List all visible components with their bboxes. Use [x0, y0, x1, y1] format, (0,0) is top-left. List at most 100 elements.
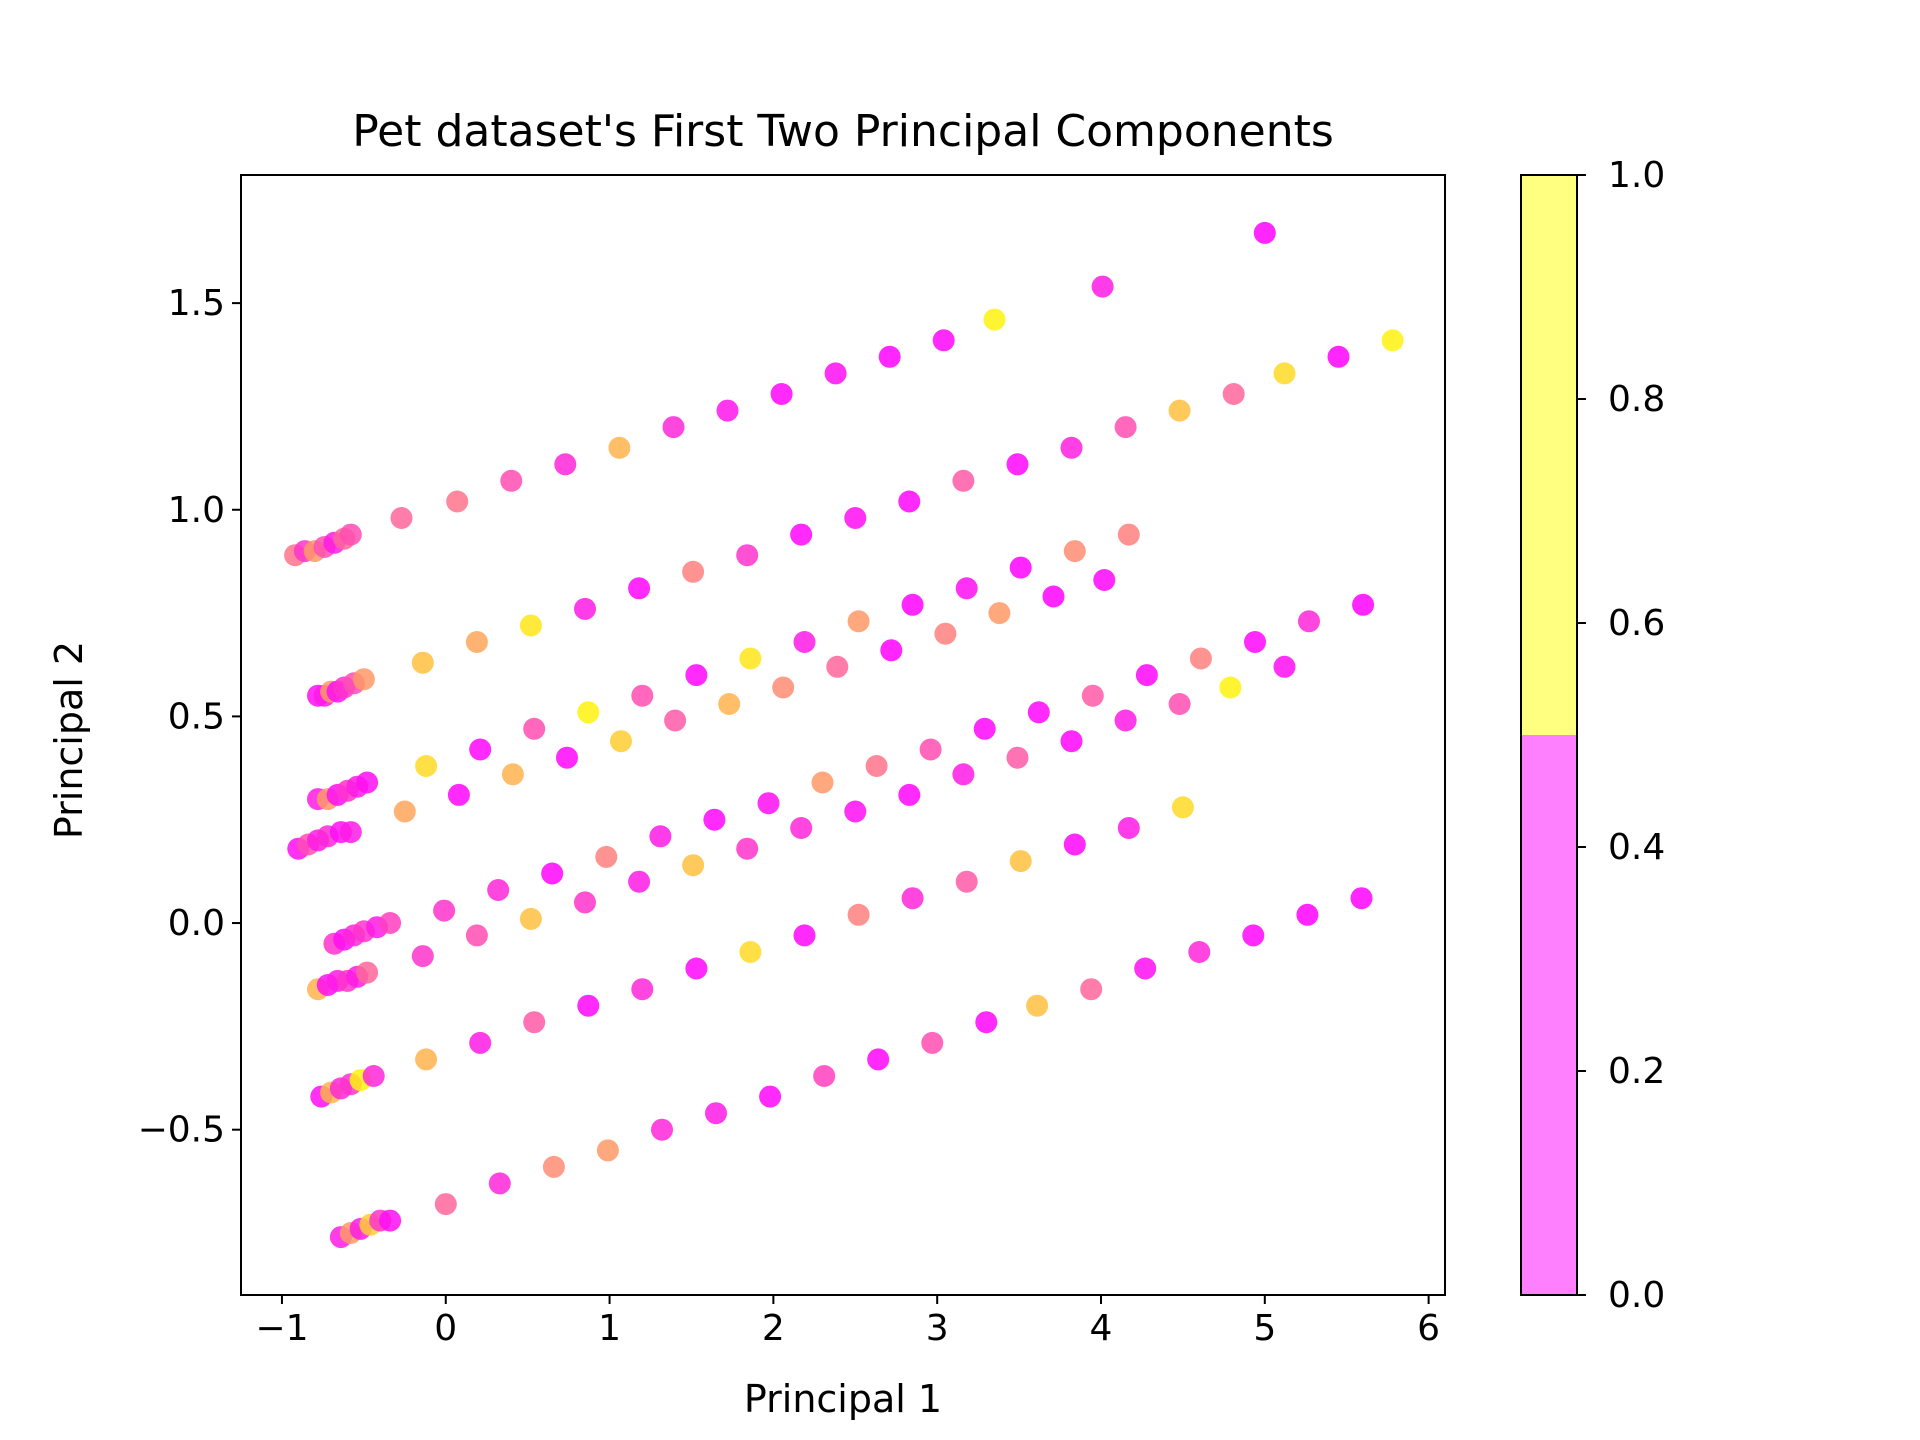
x-tick-label: 1 — [598, 1308, 621, 1349]
scatter-point — [556, 746, 578, 769]
scatter-point — [608, 436, 631, 459]
scatter-point — [983, 308, 1006, 331]
scatter-point — [901, 887, 924, 910]
scatter-point — [628, 577, 651, 600]
scatter-point — [1009, 556, 1032, 579]
scatter-point — [703, 808, 726, 831]
scatter-point — [541, 862, 564, 885]
scatter-point — [1080, 978, 1103, 1001]
scatter-point — [844, 800, 867, 823]
scatter-point — [465, 924, 488, 947]
scatter-point — [716, 399, 739, 422]
scatter-point — [847, 610, 870, 633]
scatter-point — [988, 602, 1011, 625]
scatter-point — [1171, 796, 1194, 819]
scatter-point — [1063, 833, 1086, 856]
x-tick-label: 0 — [434, 1308, 457, 1349]
scatter-point — [1093, 569, 1116, 591]
scatter-point — [446, 490, 469, 513]
scatter-point — [415, 755, 438, 777]
scatter-point — [487, 879, 510, 901]
x-axis-ticks: −1 0 1 2 3 4 5 6 — [255, 1295, 1440, 1349]
y-axis-ticks: −0.5 0.0 0.5 1.0 1.5 — [138, 283, 241, 1151]
scatter-point — [379, 912, 402, 934]
scatter-point — [1134, 957, 1157, 980]
plot-frame — [240, 174, 1446, 1296]
scatter-point — [770, 383, 793, 405]
scatter-point — [523, 1011, 546, 1034]
scatter-point — [577, 994, 600, 1017]
scatter-point — [901, 593, 924, 616]
colorbar-tick-label: 0.0 — [1608, 1275, 1665, 1316]
scatter-point — [682, 560, 705, 583]
scatter-point — [662, 416, 685, 439]
scatter-point — [955, 870, 978, 893]
scatter-point — [500, 469, 523, 492]
scatter-point — [934, 622, 957, 645]
scatter-point — [356, 961, 379, 984]
y-tick-label: 0.5 — [168, 696, 225, 737]
scatter-point — [1027, 701, 1050, 724]
scatter-point — [921, 1031, 944, 1054]
scatter-point — [352, 668, 375, 691]
scatter-point — [1244, 631, 1266, 653]
scatter-point — [469, 738, 492, 761]
scatter-point — [880, 639, 903, 662]
scatter-point — [610, 730, 632, 753]
scatter-point — [542, 1155, 565, 1178]
colorbar-frame — [1520, 174, 1578, 1296]
x-tick-label: 5 — [1253, 1308, 1276, 1349]
scatter-point — [1242, 924, 1265, 947]
scatter-point — [736, 544, 759, 567]
scatter-point — [1381, 329, 1404, 352]
scatter-point — [447, 783, 470, 806]
scatter-point — [649, 825, 672, 848]
scatter-point — [867, 1048, 890, 1071]
x-tick-label: 3 — [926, 1308, 949, 1349]
y-tick-label: 1.0 — [168, 490, 225, 531]
scatter-point — [1188, 941, 1211, 963]
scatter-point — [1298, 610, 1320, 633]
scatter-point — [932, 329, 955, 352]
scatter-point — [718, 693, 741, 715]
scatter-point — [1273, 362, 1296, 385]
x-axis-label: Principal 1 — [744, 1377, 942, 1421]
x-tick-label: 2 — [762, 1308, 785, 1349]
scatter-point — [393, 800, 416, 823]
points-layer — [284, 221, 1404, 1249]
scatter-point — [1219, 676, 1242, 699]
scatter-point — [1327, 345, 1350, 368]
scatter-point — [631, 978, 654, 1001]
scatter-point — [1168, 399, 1191, 422]
colorbar-tick-label: 0.8 — [1608, 379, 1665, 420]
scatter-point — [705, 1102, 727, 1125]
scatter-point — [390, 507, 413, 529]
scatter-point — [1026, 994, 1049, 1017]
colorbar-tick-label: 1.0 — [1608, 155, 1665, 196]
scatter-point — [379, 1209, 402, 1232]
scatter-point — [574, 891, 596, 914]
scatter-point — [596, 1139, 619, 1162]
scatter-point — [1253, 221, 1276, 244]
scatter-point — [739, 647, 762, 670]
scatter-point — [1060, 730, 1083, 753]
scatter-point — [975, 1011, 998, 1034]
scatter-point — [1042, 585, 1065, 608]
scatter-point — [415, 1048, 438, 1071]
scatter-point — [952, 763, 975, 786]
scatter-point — [1222, 383, 1245, 405]
scatter-point — [1189, 647, 1212, 670]
scatter-point — [865, 755, 888, 777]
scatter-point — [469, 1031, 492, 1054]
colorbar-segment — [1521, 175, 1577, 735]
scatter-point — [339, 523, 362, 546]
scatter-point — [790, 523, 813, 546]
scatter-point — [736, 837, 759, 860]
scatter-point — [651, 1118, 673, 1141]
scatter-point — [847, 903, 870, 926]
scatter-point — [411, 945, 434, 968]
scatter-point — [1273, 655, 1296, 678]
scatter-point — [1006, 746, 1029, 769]
scatter-point — [898, 490, 921, 513]
